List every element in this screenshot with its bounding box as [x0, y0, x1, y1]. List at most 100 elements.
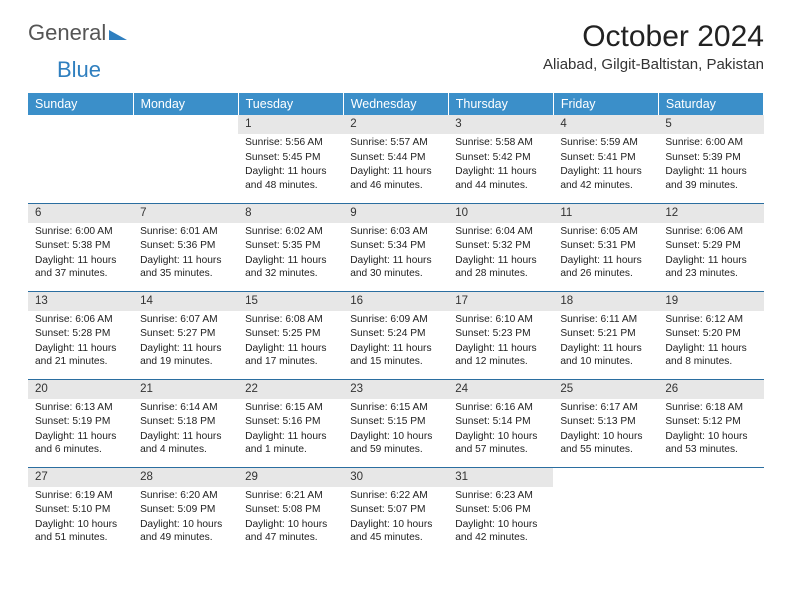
daylight-text: Daylight: 10 hours and 55 minutes.	[560, 430, 652, 457]
sunrise-text: Sunrise: 6:02 AM	[245, 225, 337, 238]
day-number: 3	[448, 115, 553, 134]
sunset-text: Sunset: 5:38 PM	[35, 239, 127, 252]
calendar-day-cell: 20Sunrise: 6:13 AMSunset: 5:19 PMDayligh…	[28, 379, 133, 467]
sunrise-text: Sunrise: 5:58 AM	[455, 136, 547, 149]
day-number: 1	[238, 115, 343, 134]
day-header: Friday	[553, 93, 658, 115]
day-number: 18	[553, 292, 658, 311]
sunrise-text: Sunrise: 6:21 AM	[245, 489, 337, 502]
sunrise-text: Sunrise: 5:56 AM	[245, 136, 337, 149]
calendar-week-row: 13Sunrise: 6:06 AMSunset: 5:28 PMDayligh…	[28, 291, 764, 379]
daylight-text: Daylight: 10 hours and 57 minutes.	[455, 430, 547, 457]
calendar-day-cell: 11Sunrise: 6:05 AMSunset: 5:31 PMDayligh…	[553, 203, 658, 291]
calendar-day-cell: 17Sunrise: 6:10 AMSunset: 5:23 PMDayligh…	[448, 291, 553, 379]
day-number: 12	[658, 204, 763, 223]
sunset-text: Sunset: 5:32 PM	[455, 239, 547, 252]
logo-triangle-icon	[109, 30, 127, 40]
calendar-day-cell	[133, 115, 238, 203]
sunset-text: Sunset: 5:35 PM	[245, 239, 337, 252]
calendar-day-cell: 5Sunrise: 6:00 AMSunset: 5:39 PMDaylight…	[658, 115, 763, 203]
day-number: 6	[28, 204, 133, 223]
page-title: October 2024	[543, 20, 764, 54]
day-number: 21	[133, 380, 238, 399]
calendar-day-cell	[28, 115, 133, 203]
sunset-text: Sunset: 5:34 PM	[350, 239, 442, 252]
calendar-day-cell	[553, 467, 658, 555]
sunset-text: Sunset: 5:28 PM	[35, 327, 127, 340]
sunrise-text: Sunrise: 6:06 AM	[35, 313, 127, 326]
daylight-text: Daylight: 11 hours and 42 minutes.	[560, 165, 652, 192]
sunset-text: Sunset: 5:39 PM	[665, 151, 757, 164]
calendar-week-row: 1 Sunrise: 5:56 AM Sunset: 5:45 PM Daylight…	[28, 115, 764, 203]
sunset-text: Sunset: 5:16 PM	[245, 415, 337, 428]
calendar-day-cell: 16Sunrise: 6:09 AMSunset: 5:24 PMDayligh…	[343, 291, 448, 379]
day-header: Thursday	[448, 93, 553, 115]
day-number: 24	[448, 380, 553, 399]
day-number: 27	[28, 468, 133, 487]
calendar-day-cell: 30Sunrise: 6:22 AMSunset: 5:07 PMDayligh…	[343, 467, 448, 555]
sunset-text: Sunset: 5:10 PM	[35, 503, 127, 516]
day-number: 10	[448, 204, 553, 223]
sunset-text: Sunset: 5:42 PM	[455, 151, 547, 164]
day-number: 17	[448, 292, 553, 311]
calendar-body: 1 Sunrise: 5:56 AM Sunset: 5:45 PM Daylight…	[28, 115, 764, 555]
sunset-text: Sunset: 5:19 PM	[35, 415, 127, 428]
day-number: 19	[658, 292, 763, 311]
day-header: Wednesday	[343, 93, 448, 115]
sunset-text: Sunset: 5:24 PM	[350, 327, 442, 340]
sunrise-text: Sunrise: 6:16 AM	[455, 401, 547, 414]
calendar-day-cell: 23Sunrise: 6:15 AMSunset: 5:15 PMDayligh…	[343, 379, 448, 467]
daylight-text: Daylight: 11 hours and 10 minutes.	[560, 342, 652, 369]
daylight-text: Daylight: 10 hours and 42 minutes.	[455, 518, 547, 545]
day-number: 11	[553, 204, 658, 223]
day-number: 26	[658, 380, 763, 399]
calendar-day-cell: 14Sunrise: 6:07 AMSunset: 5:27 PMDayligh…	[133, 291, 238, 379]
calendar-day-cell: 29Sunrise: 6:21 AMSunset: 5:08 PMDayligh…	[238, 467, 343, 555]
calendar-week-row: 20Sunrise: 6:13 AMSunset: 5:19 PMDayligh…	[28, 379, 764, 467]
calendar-week-row: 6Sunrise: 6:00 AMSunset: 5:38 PMDaylight…	[28, 203, 764, 291]
title-block: October 2024 Aliabad, Gilgit-Baltistan, …	[543, 20, 764, 73]
sunset-text: Sunset: 5:18 PM	[140, 415, 232, 428]
calendar-day-cell: 25Sunrise: 6:17 AMSunset: 5:13 PMDayligh…	[553, 379, 658, 467]
sunrise-text: Sunrise: 6:03 AM	[350, 225, 442, 238]
calendar-day-cell: 6Sunrise: 6:00 AMSunset: 5:38 PMDaylight…	[28, 203, 133, 291]
day-header: Monday	[133, 93, 238, 115]
daylight-text: Daylight: 11 hours and 17 minutes.	[245, 342, 337, 369]
daylight-text: Daylight: 11 hours and 6 minutes.	[35, 430, 127, 457]
daylight-text: Daylight: 11 hours and 28 minutes.	[455, 254, 547, 281]
daylight-text: Daylight: 11 hours and 46 minutes.	[350, 165, 442, 192]
calendar-day-cell: 1Sunrise: 5:56 AMSunset: 5:45 PMDaylight…	[238, 115, 343, 203]
calendar-day-cell: 15Sunrise: 6:08 AMSunset: 5:25 PMDayligh…	[238, 291, 343, 379]
calendar-day-cell: 7Sunrise: 6:01 AMSunset: 5:36 PMDaylight…	[133, 203, 238, 291]
day-number: 25	[553, 380, 658, 399]
sunset-text: Sunset: 5:15 PM	[350, 415, 442, 428]
daylight-text: Daylight: 11 hours and 4 minutes.	[140, 430, 232, 457]
day-number: 2	[343, 115, 448, 134]
sunrise-text: Sunrise: 5:59 AM	[560, 136, 652, 149]
day-number: 15	[238, 292, 343, 311]
sunset-text: Sunset: 5:45 PM	[245, 151, 337, 164]
calendar-day-cell: 8Sunrise: 6:02 AMSunset: 5:35 PMDaylight…	[238, 203, 343, 291]
day-number: 30	[343, 468, 448, 487]
calendar-day-cell: 28Sunrise: 6:20 AMSunset: 5:09 PMDayligh…	[133, 467, 238, 555]
calendar-day-cell: 31Sunrise: 6:23 AMSunset: 5:06 PMDayligh…	[448, 467, 553, 555]
sunrise-text: Sunrise: 6:13 AM	[35, 401, 127, 414]
sunset-text: Sunset: 5:13 PM	[560, 415, 652, 428]
sunrise-text: Sunrise: 6:00 AM	[665, 136, 757, 149]
daylight-text: Daylight: 11 hours and 8 minutes.	[665, 342, 757, 369]
sunset-text: Sunset: 5:09 PM	[140, 503, 232, 516]
sunrise-text: Sunrise: 6:08 AM	[245, 313, 337, 326]
sunrise-text: Sunrise: 5:57 AM	[350, 136, 442, 149]
sunrise-text: Sunrise: 6:19 AM	[35, 489, 127, 502]
day-number: 31	[448, 468, 553, 487]
daylight-text: Daylight: 11 hours and 39 minutes.	[665, 165, 757, 192]
sunset-text: Sunset: 5:08 PM	[245, 503, 337, 516]
daylight-text: Daylight: 11 hours and 23 minutes.	[665, 254, 757, 281]
sunset-text: Sunset: 5:31 PM	[560, 239, 652, 252]
daylight-text: Daylight: 11 hours and 26 minutes.	[560, 254, 652, 281]
day-number: 23	[343, 380, 448, 399]
day-header: Tuesday	[238, 93, 343, 115]
calendar-day-cell	[658, 467, 763, 555]
calendar-day-cell: 9Sunrise: 6:03 AMSunset: 5:34 PMDaylight…	[343, 203, 448, 291]
calendar-day-cell: 27Sunrise: 6:19 AMSunset: 5:10 PMDayligh…	[28, 467, 133, 555]
